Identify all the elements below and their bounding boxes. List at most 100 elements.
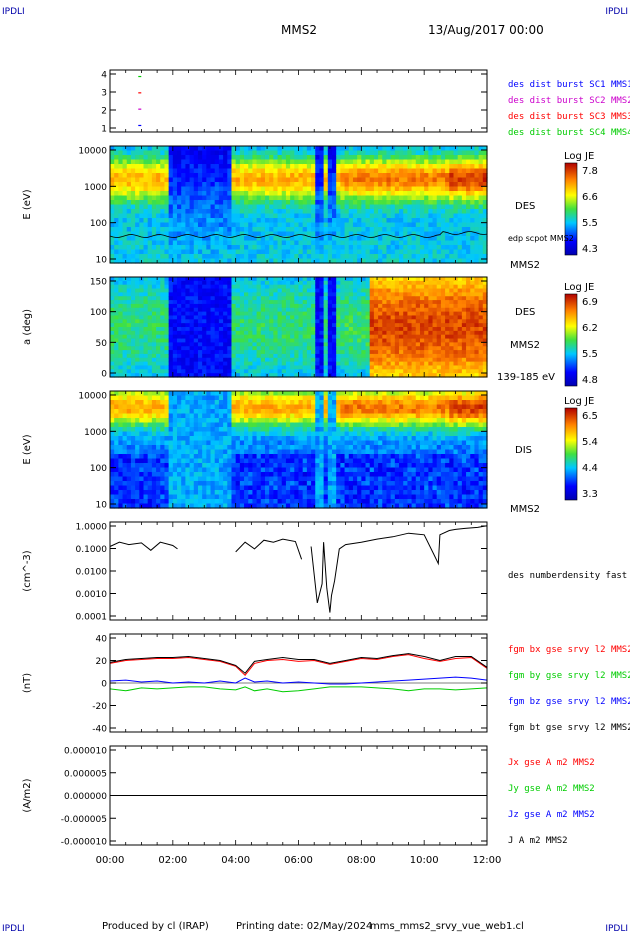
burst-panel-frame — [109, 69, 488, 133]
current-y-tick-label: 0.000000 — [64, 792, 107, 802]
current-legend-entry: Jx gse A m2 MMS2 — [508, 758, 595, 768]
time-tick-label: 10:00 — [410, 855, 439, 866]
time-tick-label: 02:00 — [158, 855, 187, 866]
dis-energy-y-tick-label: 10000 — [78, 392, 107, 402]
bfield-series-line — [109, 653, 488, 674]
dis-energy-y-tick-label: 1000 — [84, 428, 107, 438]
des-pitch-y-tick-label: 0 — [101, 370, 107, 380]
panel-frames — [109, 69, 578, 846]
colorbar-tick-label: 6.2 — [582, 323, 598, 334]
bfield-legend-entry: fgm by gse srvy l2 MMS2 — [508, 671, 630, 681]
current-legend-entry: Jz gse A m2 MMS2 — [508, 810, 595, 820]
burst-y-tick-label: 1 — [101, 125, 107, 135]
current-ylabel: (A/m2) — [22, 778, 33, 812]
corner-label-bottom-left: IPDLI — [2, 924, 25, 934]
des-pitch-y-tick-label: 100 — [90, 308, 107, 318]
current-y-tick-label: 0.000010 — [64, 747, 107, 757]
corner-label-top-left: IPDLI — [2, 7, 25, 17]
current-y-tick-label: 0.000005 — [64, 769, 107, 779]
des-energy-colorbar — [564, 162, 578, 256]
bfield-series-line — [109, 654, 488, 676]
des-energy-y-tick-label: 100 — [90, 219, 107, 229]
axis-text-layer: 4 3 2 1 des dist burst SC1 MMS1 des dist burs… — [22, 71, 630, 867]
bfield-series-line — [109, 686, 488, 693]
colorbar-tick-label: 4.4 — [582, 463, 598, 474]
colorbar-tick-label: 4.3 — [582, 244, 598, 255]
des-pitch-energy-range-label: 139-185 eV — [497, 372, 555, 383]
bfield-legend-entry: fgm bx gse srvy l2 MMS2 — [508, 645, 630, 655]
current-y-tick-label: -0.000005 — [61, 815, 107, 825]
burst-legend-entry: des dist burst SC1 MMS1 — [508, 80, 630, 90]
current-legend-entry: J A m2 MMS2 — [508, 836, 568, 846]
density-y-tick-label: 1.0000 — [76, 523, 108, 533]
bfield-y-tick-label: 0 — [101, 680, 107, 690]
colorbar-tick-label: 5.4 — [582, 437, 598, 448]
dis-energy-colorbar — [564, 407, 578, 501]
des-energy-ylabel: E (eV) — [22, 189, 33, 219]
colorbar-tick-label: 6.6 — [582, 192, 598, 203]
dis-energy-ylabel: E (eV) — [22, 434, 33, 464]
bfield-series-line — [109, 676, 488, 685]
spacecraft-title: MMS2 — [281, 23, 317, 37]
colorbar-tick-label: 6.5 — [582, 411, 598, 422]
footer-produced-by: Produced by cl (IRAP) — [102, 921, 209, 932]
bfield-y-tick-label: 20 — [96, 657, 108, 667]
colorbar-title: Log JE — [564, 282, 594, 293]
burst-legend-entry: des dist burst SC2 MMS2 — [508, 96, 630, 106]
colorbar-title: Log JE — [564, 151, 594, 162]
time-tick-label: 00:00 — [96, 855, 125, 866]
footer-printing-date: Printing date: 02/May/2024 — [236, 921, 372, 932]
bfield-ylabel: (nT) — [22, 673, 33, 693]
colorbar-tick-label: 6.9 — [582, 297, 598, 308]
corner-label-bottom-right: IPDLI — [605, 924, 628, 934]
bfield-y-tick-label: -40 — [92, 725, 107, 735]
dis-energy-sc-label: MMS2 — [510, 504, 540, 515]
des-pitch-ylabel: a (deg) — [22, 309, 33, 345]
burst-y-tick-label: 4 — [101, 71, 107, 81]
bfield-y-tick-label: -20 — [92, 702, 107, 712]
dis-energy-instrument-label: DIS — [515, 445, 532, 456]
scpot-line — [109, 231, 488, 238]
dis-energy-spectrogram — [110, 391, 488, 509]
des-energy-sc-label: MMS2 — [510, 260, 540, 271]
burst-y-tick-label: 2 — [101, 107, 107, 117]
spectrogram-layer — [110, 146, 488, 509]
corner-label-top-right: IPDLI — [605, 7, 628, 17]
date-title: 13/Aug/2017 00:00 — [428, 23, 544, 37]
colorbar-tick-label: 5.5 — [582, 349, 598, 360]
des-pitch-y-tick-label: 150 — [90, 278, 107, 288]
des-pitch-y-tick-label: 50 — [96, 339, 108, 349]
density-legend-entry: des numberdensity fast M — [508, 571, 630, 581]
footer-script-name: mms_mms2_srvy_vue_web1.cl — [370, 921, 524, 932]
current-legend-entry: Jy gse A m2 MMS2 — [508, 784, 595, 794]
time-tick-label: 08:00 — [347, 855, 376, 866]
density-y-tick-label: 0.0100 — [76, 568, 108, 578]
density-y-tick-label: 0.0010 — [76, 590, 108, 600]
des-energy-instrument-label: DES — [515, 201, 535, 212]
burst-y-tick-label: 3 — [101, 89, 107, 99]
des-pitch-instrument-label: DES — [515, 307, 535, 318]
des-pitch-sc-label: MMS2 — [510, 340, 540, 351]
burst-legend-entry: des dist burst SC4 MMS4 — [508, 128, 630, 138]
time-tick-label: 04:00 — [221, 855, 250, 866]
line-plot-layer — [109, 75, 488, 796]
colorbar-tick-label: 5.5 — [582, 218, 598, 229]
des-energy-scpot-label: edp scpot MMS2 — [508, 234, 574, 243]
bfield-legend-entry: fgm bz gse srvy l2 MMS2 — [508, 697, 630, 707]
colorbar-title: Log JE — [564, 396, 594, 407]
density-series-line — [109, 525, 488, 613]
des-energy-spectrogram — [110, 146, 488, 264]
density-panel-frame — [109, 521, 488, 621]
density-y-tick-label: 0.1000 — [76, 545, 108, 555]
density-y-tick-label: 0.0001 — [76, 613, 108, 623]
colorbar-tick-label: 7.8 — [582, 166, 598, 177]
current-y-tick-label: -0.000010 — [61, 838, 107, 848]
des-pitch-colorbar — [564, 293, 578, 387]
time-tick-label: 06:00 — [284, 855, 313, 866]
density-ylabel: (cm^-3) — [22, 550, 33, 591]
colorbar-tick-label: 4.8 — [582, 375, 598, 386]
des-pitch-spectrogram — [110, 277, 488, 378]
bfield-legend-entry: fgm bt gse srvy l2 MMS2 — [508, 723, 630, 733]
